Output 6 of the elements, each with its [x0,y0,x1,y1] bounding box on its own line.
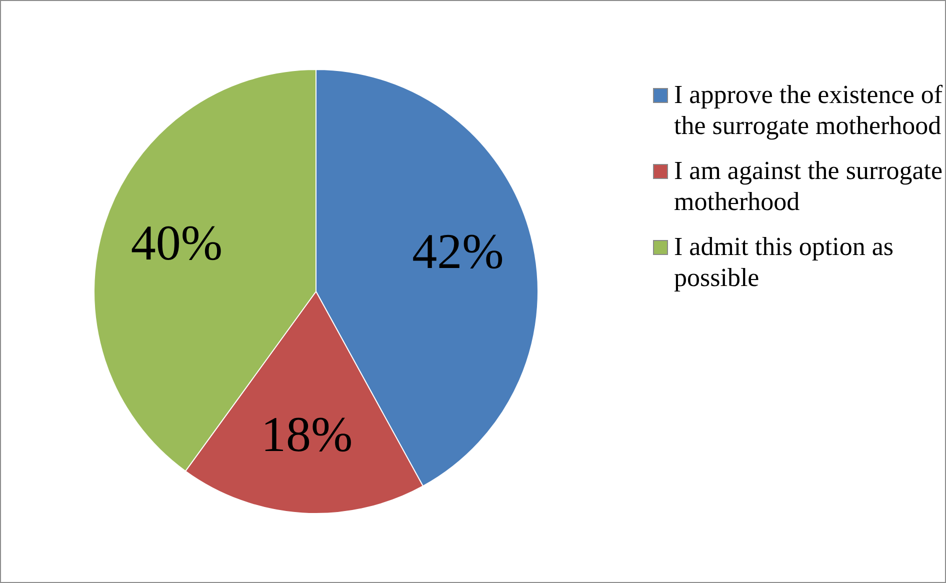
legend-label: I approve the existence of the surrogate motherhood [674,79,943,141]
legend-label: I am against the surrogate motherhood [674,155,943,217]
data-label: 42% [412,223,504,280]
data-label: 18% [260,406,353,462]
data-label: 40% [130,214,222,270]
legend-label: I admit this option as possible [674,231,895,293]
